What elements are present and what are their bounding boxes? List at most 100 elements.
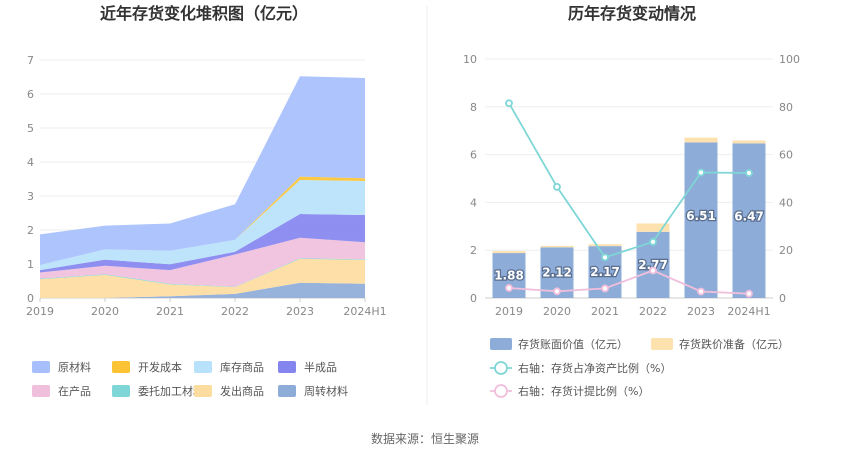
right-legend: 存货账面价值（亿元） 存货跌价准备（亿元） 右轴：存货占净资产比例（%） 右轴：存货计… — [490, 337, 789, 398]
legend-swatch — [32, 385, 50, 397]
left-x-tick-label: 2024H1 — [343, 305, 386, 318]
line-point-1 — [505, 284, 513, 292]
legend-marker — [494, 361, 508, 375]
area-7 — [40, 76, 365, 265]
line-point-1 — [649, 266, 657, 275]
right-right-y-tick-label: 100 — [779, 53, 800, 66]
right-right-y-tick-label: 80 — [779, 101, 793, 114]
bar-value-label: 2.17 — [590, 265, 620, 279]
left-x-tick-label: 2020 — [91, 305, 119, 318]
right-left-y-tick-label: 10 — [463, 53, 477, 66]
left-x-tick-label: 2021 — [156, 305, 184, 318]
line-point-1 — [601, 284, 609, 293]
right-chart-title: 历年存货变动情况 — [568, 4, 696, 23]
left-y-axis: 0 1 2 3 4 5 6 7 — [27, 54, 34, 305]
left-y-tick-label: 3 — [27, 190, 34, 203]
right-x-axis: 2019 2020 2021 2022 2023 2024H1 — [495, 305, 771, 318]
line-point-0 — [505, 99, 513, 108]
left-x-tick-label: 2022 — [221, 305, 249, 318]
line-point-0 — [553, 182, 561, 191]
left-x-tick-label: 2019 — [26, 305, 54, 318]
line-point-0 — [697, 168, 705, 177]
legend-swatch — [278, 385, 296, 397]
area-2 — [40, 258, 365, 288]
legend-swatch — [194, 361, 212, 373]
left-y-tick-label: 2 — [27, 224, 34, 237]
area-5 — [40, 180, 365, 271]
legend-swatch — [112, 361, 130, 373]
bar-provision — [492, 251, 526, 254]
left-y-tick-label: 7 — [27, 54, 34, 67]
right-x-tick-label: 2022 — [639, 305, 667, 318]
left-x-axis: 2019 2020 2021 2022 2023 2024H1 — [26, 298, 387, 318]
right-y-axis-left: 0 2 4 6 8 10 — [463, 53, 477, 305]
legend-marker — [494, 384, 508, 398]
left-x-tick-label: 2023 — [286, 305, 314, 318]
right-x-tick-label: 2019 — [495, 305, 523, 318]
right-left-y-tick-label: 0 — [470, 292, 477, 305]
right-left-y-tick-label: 2 — [470, 244, 477, 257]
bar-value-label: 2.77 — [638, 258, 668, 272]
right-grid — [485, 58, 773, 299]
left-y-tick-label: 1 — [27, 258, 34, 271]
legend-swatch — [490, 338, 512, 350]
legend-label: 右轴：存货占净资产比例（%） — [518, 361, 671, 375]
legend-swatch — [112, 385, 130, 397]
legend-swatch — [278, 361, 296, 373]
bar-value-label: 6.47 — [734, 210, 764, 224]
left-areas — [40, 76, 365, 298]
right-bars: 1.88 2.12 2.17 2.77 6.51 6.47 — [492, 137, 766, 298]
legend-swatch — [32, 361, 50, 373]
legend-label: 右轴：存货计提比例（%） — [518, 384, 649, 398]
legend-label: 在产品 — [58, 384, 91, 398]
left-chart-title: 近年存货变化堆积图（亿元） — [100, 4, 308, 23]
bar-value-label: 2.12 — [542, 266, 572, 280]
bar-value-label: 6.51 — [686, 209, 716, 223]
right-x-tick-label: 2020 — [543, 305, 571, 318]
right-right-y-tick-label: 60 — [779, 149, 793, 162]
bar-value-label: 1.88 — [494, 269, 524, 283]
bar-line-chart: 历年存货变动情况 1.88 2.12 2.17 2.77 6.51 6.47 0 2 4 6 8 1… — [463, 4, 800, 398]
line-point-1 — [697, 287, 705, 296]
line-point-0 — [745, 169, 753, 177]
line-point-0 — [601, 253, 609, 262]
right-left-y-tick-label: 4 — [470, 196, 477, 209]
legend-swatch — [651, 338, 673, 350]
bar-provision — [540, 245, 574, 248]
left-y-tick-label: 5 — [27, 122, 34, 135]
bar-provision — [636, 223, 670, 232]
line-series-0 — [508, 102, 750, 259]
right-x-tick-label: 2024H1 — [727, 305, 770, 318]
left-y-tick-label: 6 — [27, 88, 34, 101]
legend-label: 周转材料 — [304, 384, 348, 398]
legend-label: 存货跌价准备（亿元） — [679, 337, 789, 351]
legend-label: 开发成本 — [138, 360, 182, 374]
legend-label: 委托加工材料 — [138, 384, 204, 398]
left-y-tick-label: 4 — [27, 156, 34, 169]
right-y-axis-right: 0 20 40 60 80 100 — [779, 53, 800, 305]
left-y-tick-label: 0 — [27, 292, 34, 305]
right-right-y-tick-label: 0 — [779, 292, 786, 305]
right-lines — [505, 99, 753, 298]
bar-provision — [684, 137, 718, 143]
bar-provision — [588, 244, 622, 247]
legend-label: 存货账面价值（亿元） — [518, 337, 628, 351]
legend-label: 发出商品 — [220, 384, 264, 398]
right-right-y-tick-label: 20 — [779, 244, 793, 257]
right-left-y-tick-label: 8 — [470, 101, 477, 114]
bar-book-value — [684, 142, 718, 298]
area-4 — [40, 214, 365, 273]
legend-label: 库存商品 — [220, 360, 264, 374]
line-point-0 — [649, 237, 657, 246]
source-note: 数据来源：恒生聚源 — [371, 431, 479, 446]
area-3 — [40, 237, 365, 287]
line-point-1 — [745, 289, 753, 298]
right-right-y-tick-label: 40 — [779, 196, 793, 209]
right-x-tick-label: 2021 — [591, 305, 619, 318]
legend-label: 半成品 — [304, 360, 337, 374]
right-x-tick-label: 2023 — [687, 305, 715, 318]
line-series-1 — [508, 269, 750, 295]
